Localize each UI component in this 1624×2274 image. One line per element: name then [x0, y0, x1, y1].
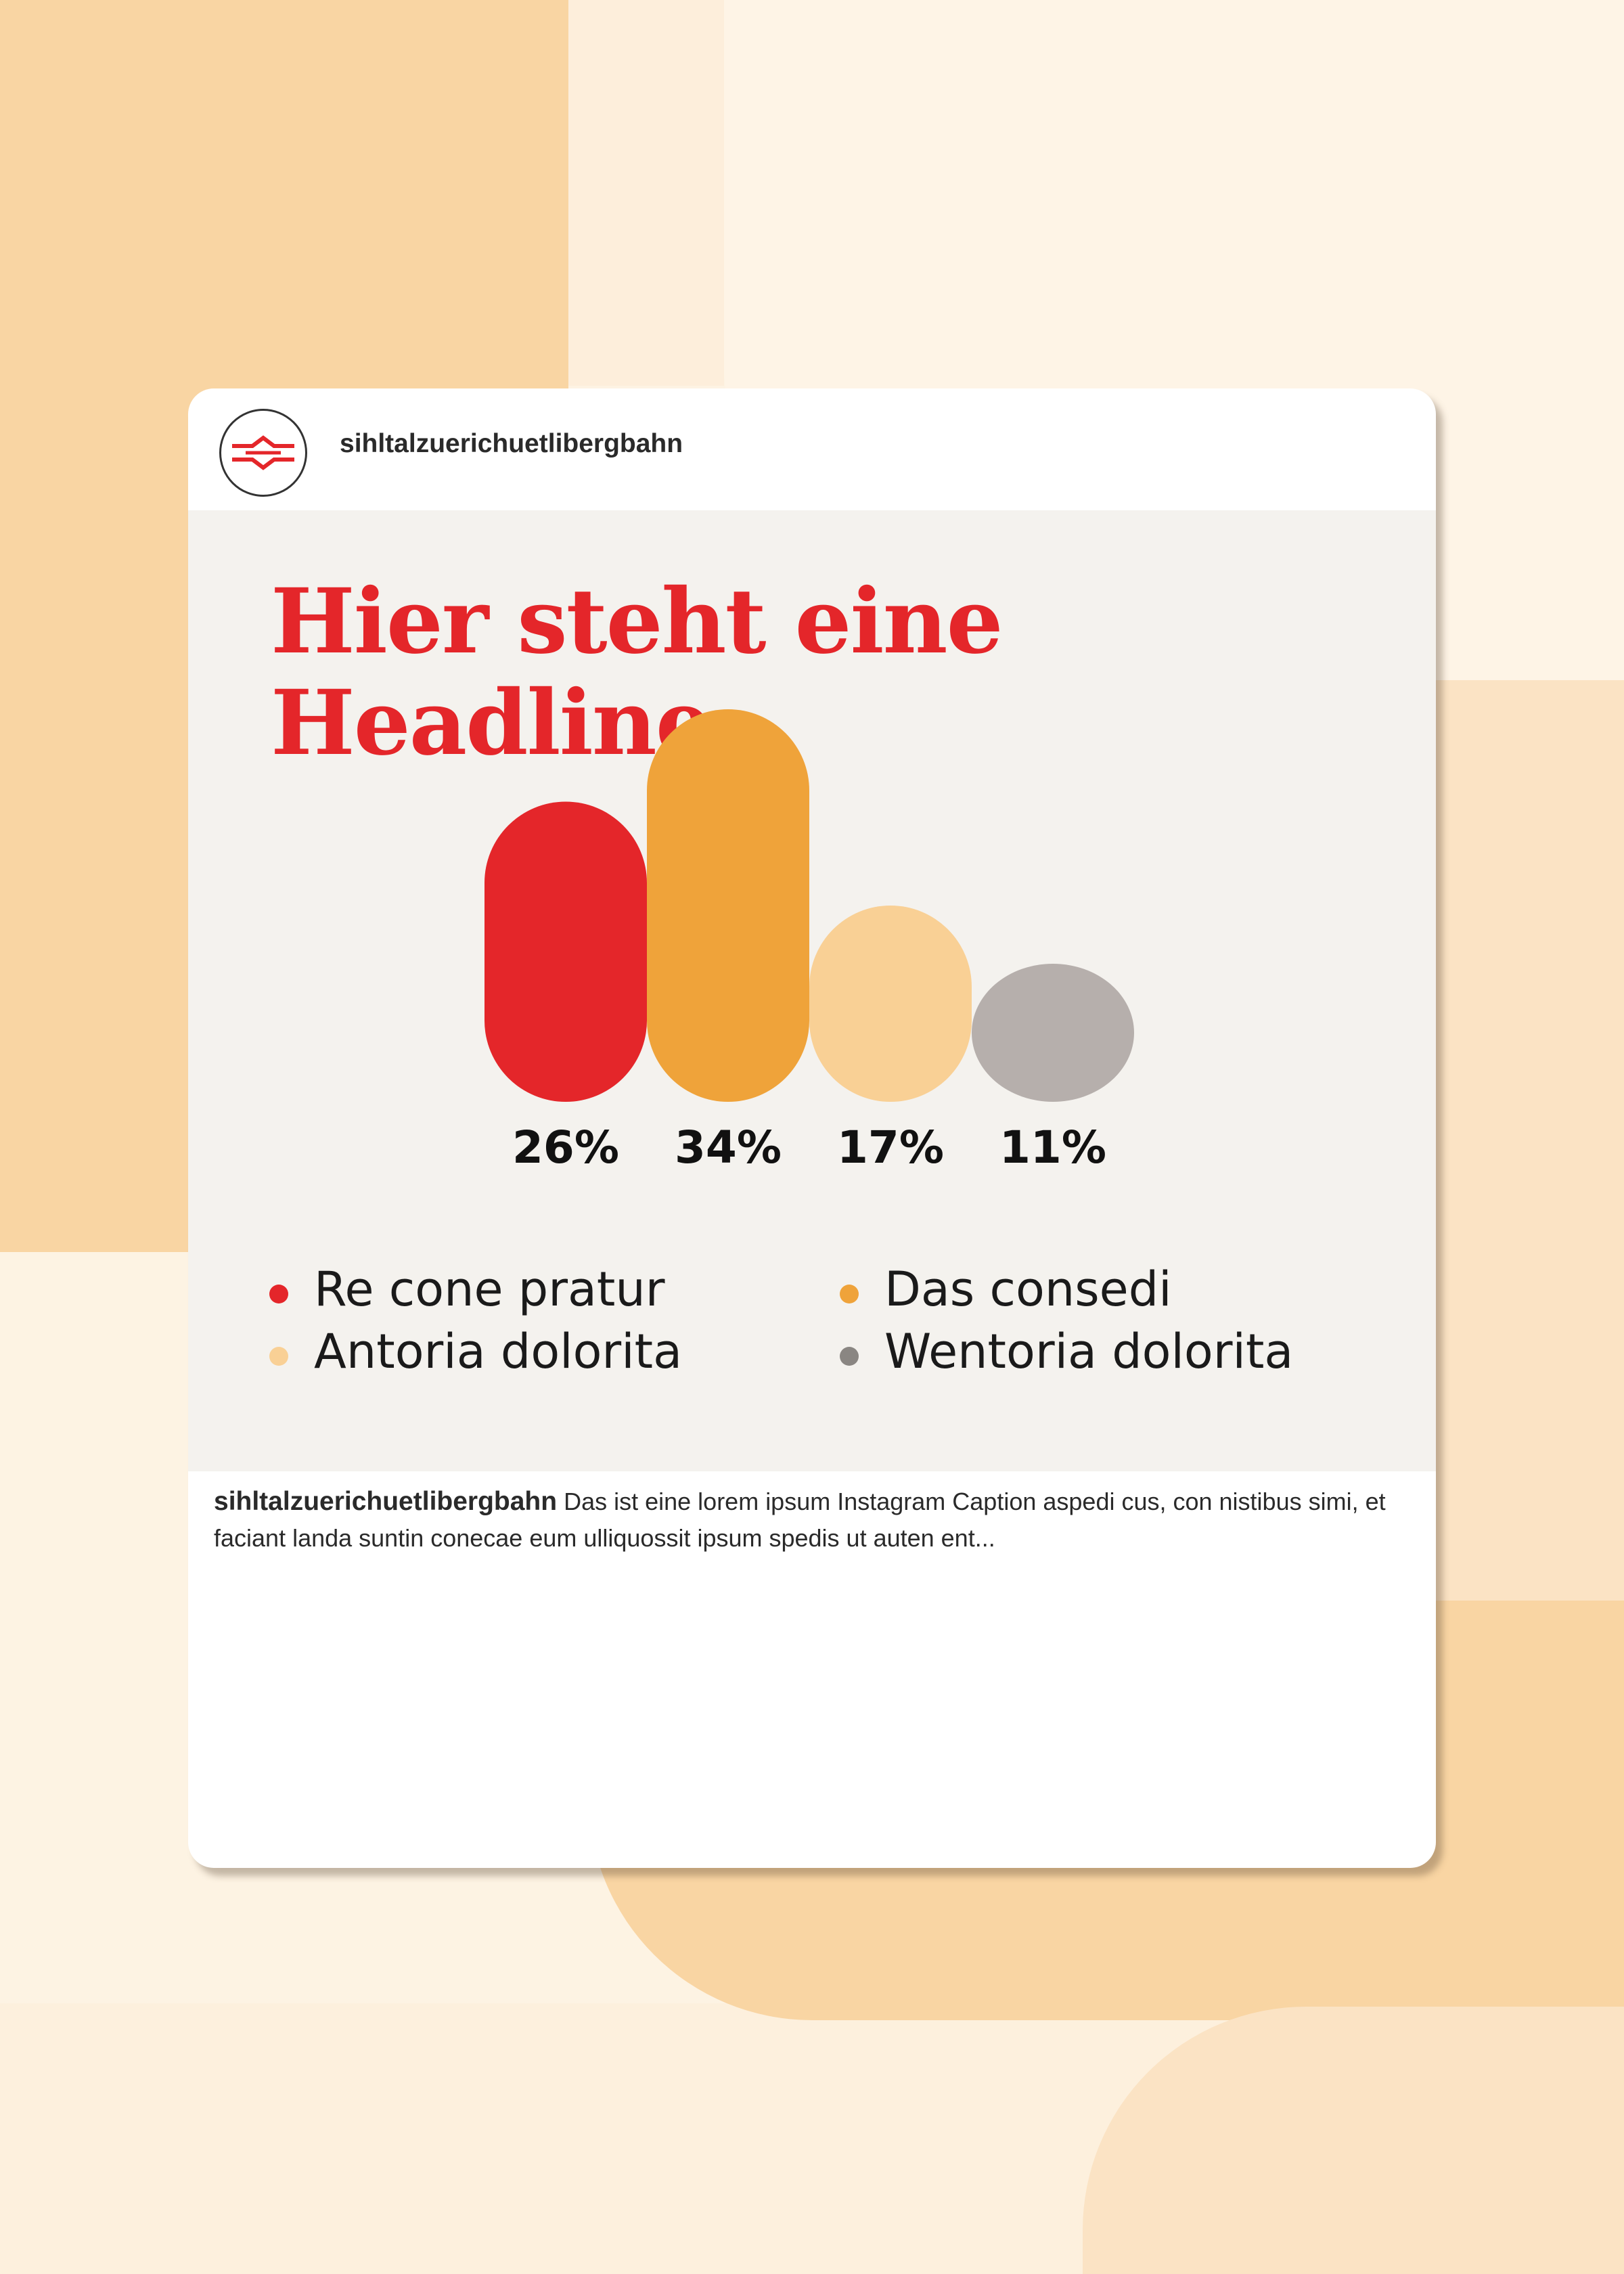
- bar-3: [809, 906, 972, 1102]
- legend-item-2: Das consedi: [840, 1262, 1172, 1317]
- background-shape-bottom-corner: [1083, 2007, 1624, 2274]
- legend-label-4: Wentoria dolorita: [884, 1324, 1294, 1379]
- legend-dot-4: [840, 1347, 859, 1366]
- avatar[interactable]: [219, 409, 307, 497]
- post-image: Hier steht eine Headline 26% 34% 17% 11% Re…: [188, 510, 1436, 1471]
- headline-line-1: Hier steht eine: [271, 569, 1003, 674]
- legend-item-4: Wentoria dolorita: [840, 1324, 1293, 1379]
- data-label-3: 17%: [837, 1121, 944, 1174]
- legend-item-3: Antoria dolorita: [269, 1324, 682, 1379]
- bar-4: [972, 964, 1134, 1102]
- data-label-4: 11%: [999, 1121, 1106, 1174]
- post-header: sihltalzuerichuetlibergbahn: [188, 388, 1436, 510]
- legend-dot-1: [269, 1285, 288, 1303]
- page-title: Hier steht eine Headline: [271, 571, 1286, 774]
- chart-legend: Re cone pratur Das consedi Antoria dolor…: [269, 1262, 1420, 1397]
- legend-label-2: Das consedi: [884, 1262, 1172, 1317]
- background-shape-right: [1435, 680, 1624, 1601]
- legend-label-3: Antoria dolorita: [314, 1324, 683, 1379]
- headline-line-2: Headline: [271, 671, 713, 776]
- bar-2: [647, 709, 809, 1102]
- caption-text: Das ist eine lorem ipsum Instagram Capti…: [214, 1488, 1386, 1552]
- data-label-2: 34%: [675, 1121, 782, 1174]
- bar-chart: 26% 34% 17% 11%: [484, 709, 1134, 1174]
- account-handle[interactable]: sihltalzuerichuetlibergbahn: [340, 429, 683, 458]
- data-label-1: 26%: [512, 1121, 619, 1174]
- legend-item-1: Re cone pratur: [269, 1262, 665, 1317]
- instagram-post-card: sihltalzuerichuetlibergbahn Hier steht e…: [188, 388, 1436, 1868]
- caption-handle[interactable]: sihltalzuerichuetlibergbahn: [214, 1487, 558, 1516]
- legend-dot-3: [269, 1347, 288, 1366]
- railway-logo-icon: [232, 435, 294, 470]
- bar-1: [484, 801, 647, 1102]
- post-caption: sihltalzuerichuetlibergbahn Das ist eine…: [214, 1484, 1418, 1557]
- background-shape-top-middle: [568, 0, 724, 386]
- legend-label-1: Re cone pratur: [314, 1262, 665, 1317]
- legend-dot-2: [840, 1285, 859, 1303]
